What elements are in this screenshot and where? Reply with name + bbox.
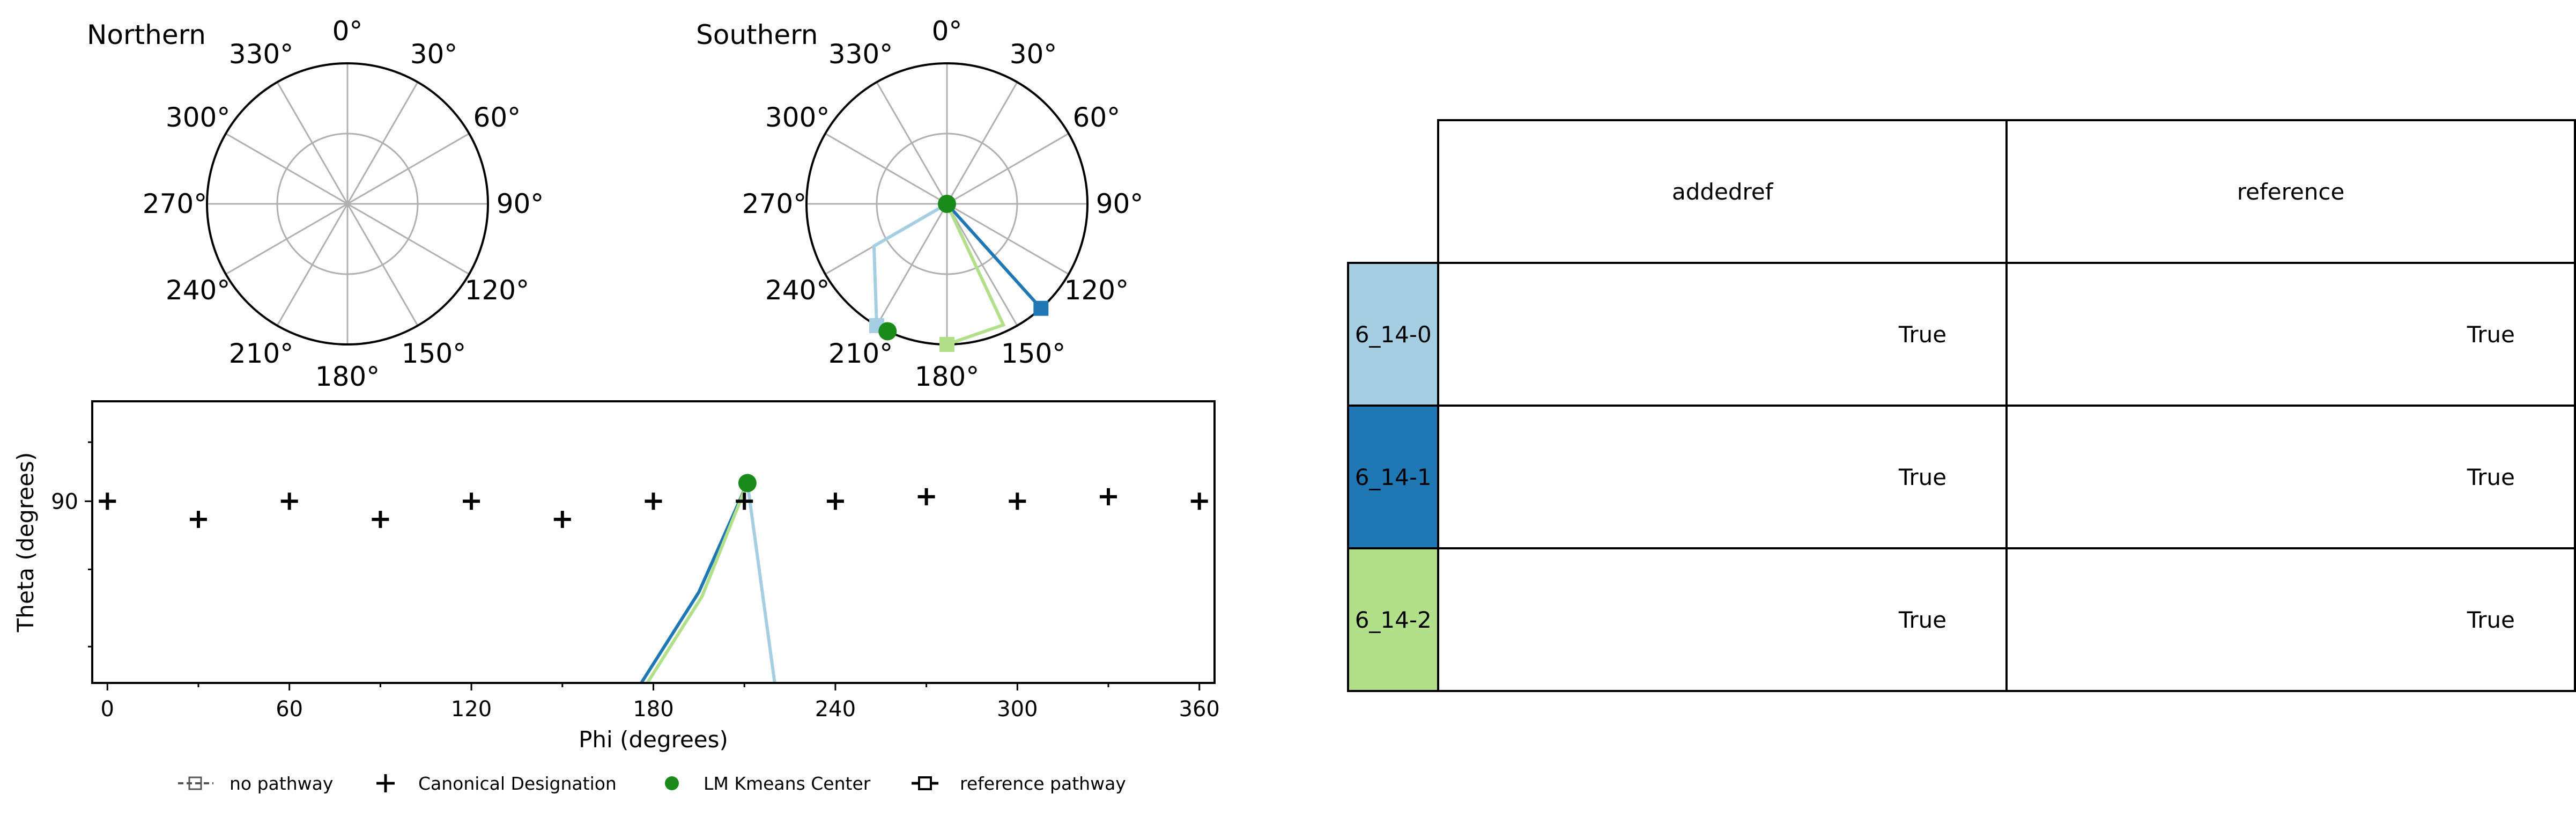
series-end-marker — [1033, 300, 1049, 316]
legend-kmeans: LM Kmeans Center — [665, 773, 871, 794]
angle-tick-label: 0° — [332, 16, 363, 47]
plot-frame — [91, 400, 1216, 684]
angle-tick-label: 240° — [166, 275, 230, 306]
angle-tick-label: 270° — [143, 188, 207, 219]
angle-tick-label: 90° — [1096, 188, 1144, 219]
canonical-plus-marker — [280, 492, 298, 510]
cell-addedref: True — [1437, 547, 2008, 692]
canonical-plus-marker — [189, 511, 207, 528]
legend-label: LM Kmeans Center — [704, 773, 871, 794]
polar-frame — [206, 62, 489, 345]
y-tick-label: 90 — [51, 489, 78, 514]
angle-tick-label: 330° — [229, 39, 293, 70]
legend-no-pathway: no pathway — [178, 773, 333, 794]
angle-tick-label: 60° — [1073, 102, 1121, 133]
row-label: 6_14-0 — [1346, 262, 1440, 407]
angle-tick-label: 330° — [828, 39, 893, 70]
grid-ring — [276, 133, 419, 275]
series-line — [872, 202, 948, 326]
x-tick-label: 120 — [451, 697, 492, 722]
series-line — [745, 483, 776, 683]
series-line — [945, 202, 1042, 310]
angle-tick-label: 240° — [765, 275, 830, 306]
legend-reference: reference pathway — [912, 773, 1126, 794]
row-label: 6_14-2 — [1346, 547, 1440, 692]
southern-polar-plot: 0° 30° 60° 90° 120° 150° 180° 210° 240° 270° 300° 3… — [742, 16, 1144, 392]
angle-tick-label: 30° — [410, 39, 458, 70]
northern-polar-plot: 0° 30° 60° 90° 120° 150° 180° 210° 240° 270° 300° 3… — [143, 16, 544, 392]
series-end-marker — [939, 337, 954, 352]
angle-tick-label: 210° — [229, 338, 293, 369]
kmeans-center-point — [878, 322, 897, 341]
x-axis-label: Phi (degrees) — [579, 726, 728, 753]
table-row: 6_14-2 True True — [1346, 547, 2576, 692]
kmeans-dot-icon — [665, 776, 679, 790]
pathway-table: addedref reference 6_14-0 True True 6_14… — [1346, 119, 2576, 692]
legend: no pathway Canonical Designation LM Kmea… — [178, 773, 1126, 794]
angle-tick-label: 90° — [497, 188, 544, 219]
canonical-plus-marker — [99, 492, 116, 510]
cell-reference: True — [2005, 262, 2576, 407]
angle-tick-label: 210° — [828, 338, 893, 369]
legend-label: Canonical Designation — [418, 773, 617, 794]
no-pathway-marker-icon — [188, 776, 202, 790]
angle-tick-label: 30° — [1010, 39, 1057, 70]
scatter-plot-area — [99, 474, 1208, 683]
canonical-plus-marker — [1009, 492, 1026, 510]
reference-marker-icon — [918, 776, 932, 790]
angle-tick-label: 270° — [742, 188, 806, 219]
series-line — [640, 482, 749, 683]
col-header-reference: reference — [2005, 119, 2576, 264]
angle-tick-label: 300° — [166, 102, 230, 133]
northern-title: Northern — [87, 19, 206, 50]
phi-theta-scatter-plot: 0 60 120 180 240 300 360 90 Phi (degrees) Theta (… — [12, 400, 1220, 753]
cell-addedref: True — [1437, 405, 2008, 549]
canonical-plus-marker — [1100, 488, 1117, 505]
cell-reference: True — [2005, 405, 2576, 549]
figure-canvas: Northern Southern 0° 30° 60° 90° 120° 150° 180… — [12, 16, 1220, 794]
angle-tick-label: 60° — [473, 102, 521, 133]
x-tick-label: 300 — [997, 697, 1038, 722]
canonical-plus-marker — [917, 488, 935, 505]
canonical-plus-marker — [372, 511, 389, 528]
canonical-plus-marker — [553, 511, 571, 528]
canonical-plus-marker — [736, 492, 753, 510]
angle-tick-label: 180° — [915, 361, 979, 392]
series-line — [945, 203, 1006, 346]
legend-label: no pathway — [230, 773, 333, 794]
southern-title: Southern — [696, 19, 818, 50]
table-corner — [1348, 120, 1438, 263]
canonical-plus-marker — [645, 492, 662, 510]
table-row: 6_14-1 True True — [1346, 405, 2576, 549]
angle-tick-label: 180° — [315, 361, 380, 392]
x-tick-label: 180 — [633, 697, 673, 722]
x-tick-label: 60 — [276, 697, 303, 722]
x-tick-label: 0 — [101, 697, 114, 722]
angle-tick-label: 150° — [402, 338, 466, 369]
series-line — [646, 482, 749, 683]
legend-canonical: Canonical Designation — [376, 773, 617, 794]
angle-tick-label: 120° — [465, 275, 529, 306]
angle-tick-label: 150° — [1001, 338, 1065, 369]
col-header-addedref: addedref — [1437, 119, 2008, 264]
row-label: 6_14-1 — [1346, 405, 1440, 549]
angle-tick-label: 0° — [932, 16, 963, 47]
x-tick-label: 360 — [1179, 697, 1220, 722]
cell-addedref: True — [1437, 262, 2008, 407]
angle-tick-label: 120° — [1064, 275, 1129, 306]
angle-tick-label: 300° — [765, 102, 830, 133]
grid-ring — [876, 133, 1018, 275]
kmeans-center-point — [938, 195, 956, 213]
canonical-plus-marker — [1190, 492, 1208, 510]
canonical-plus-marker — [826, 492, 844, 510]
canonical-plus-marker — [463, 492, 480, 510]
y-axis-label: Theta (degrees) — [12, 452, 39, 633]
kmeans-center-point — [738, 474, 757, 492]
table-row: 6_14-0 True True — [1346, 262, 2576, 407]
cell-reference: True — [2005, 547, 2576, 692]
x-tick-label: 240 — [815, 697, 856, 722]
legend-label: reference pathway — [960, 773, 1126, 794]
